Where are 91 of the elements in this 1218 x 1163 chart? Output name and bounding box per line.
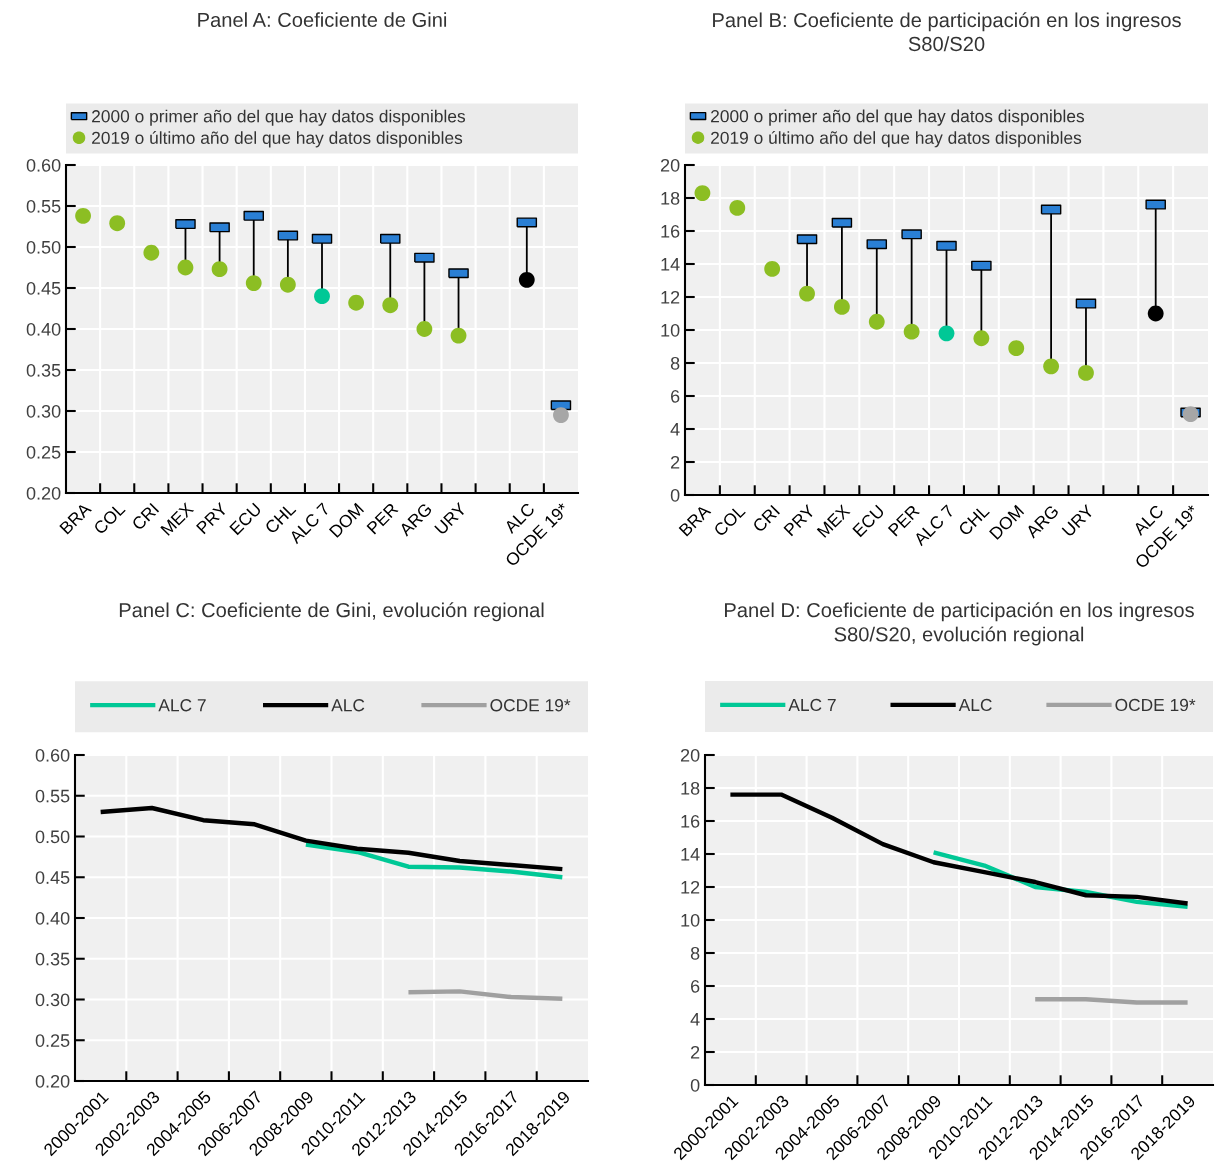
point xyxy=(177,259,194,276)
point xyxy=(868,313,885,330)
legend-label: 2019 o último año del que hay datos disponibles xyxy=(92,131,463,148)
point xyxy=(314,288,330,305)
point xyxy=(799,285,815,302)
y-tick-label: 20 xyxy=(680,748,700,762)
y-tick-label: 2 xyxy=(671,455,680,469)
y-tick-label: 16 xyxy=(661,224,680,238)
x-tick-label: CHL xyxy=(957,504,990,537)
legend-label: OCDE 19* xyxy=(490,699,571,712)
line-series xyxy=(98,805,565,872)
y-tick-label: 0 xyxy=(670,488,680,502)
legend-label: ALC 7 xyxy=(158,699,206,712)
point xyxy=(143,244,160,261)
point xyxy=(1147,305,1164,322)
y-tick-label: 6 xyxy=(671,389,680,403)
x-tick-label: COL xyxy=(92,502,126,535)
y-tick-label: 0.45 xyxy=(35,871,70,884)
y-tick-label: 16 xyxy=(681,814,700,828)
y-tick-label: 0.55 xyxy=(26,199,61,213)
y-tick-label: 0.20 xyxy=(26,486,61,500)
legend-label: 2000 o primer año del que hay datos disponibles xyxy=(92,109,466,126)
point xyxy=(1078,364,1094,381)
y-tick-label: 0.60 xyxy=(35,748,70,762)
legend-label: 2000 o primer año del que hay datos disponibles xyxy=(711,109,1085,126)
y-tick-label: 14 xyxy=(681,848,700,861)
point xyxy=(518,271,535,288)
legend-label: ALC 7 xyxy=(788,698,836,712)
y-tick-label: 10 xyxy=(661,323,680,337)
x-tick-label: CRI xyxy=(751,504,781,533)
point xyxy=(973,330,990,347)
chart-title: Panel D: Coeficiente de participación en los ingresos S80/S20, evolución regional xyxy=(725,602,1194,646)
point xyxy=(553,407,569,424)
point xyxy=(245,275,262,291)
y-tick-label: 6 xyxy=(691,979,700,993)
point xyxy=(416,321,433,337)
y-tick-label: 0 xyxy=(690,1078,700,1092)
point xyxy=(1182,406,1199,423)
point xyxy=(938,325,955,342)
point xyxy=(109,215,126,232)
x-tick-label: COL xyxy=(713,504,746,537)
point xyxy=(75,207,91,224)
legend-label: 2019 o último año del que hay datos disponibles xyxy=(711,130,1082,148)
point xyxy=(1043,358,1060,375)
point xyxy=(279,276,296,293)
y-tick-label: 4 xyxy=(690,1013,700,1026)
point xyxy=(833,298,850,315)
point xyxy=(694,185,711,201)
y-tick-label: 12 xyxy=(681,880,700,894)
y-tick-label: 20 xyxy=(660,158,680,172)
chart-title: Panel C: Coeficiente de Gini, evolución regional xyxy=(119,602,544,622)
y-tick-label: 14 xyxy=(661,258,680,271)
y-tick-label: 0.40 xyxy=(35,911,70,925)
chart-title: Panel B: Coeficiente de participación en los ingresos S80/S20 xyxy=(713,12,1181,52)
y-tick-label: 0.30 xyxy=(26,404,61,418)
y-tick-label: 10 xyxy=(681,913,700,927)
line-series xyxy=(728,792,1190,906)
y-tick-label: 8 xyxy=(690,946,700,960)
point xyxy=(211,261,228,278)
y-tick-label: 0.60 xyxy=(26,158,61,172)
point xyxy=(729,199,746,216)
y-tick-label: 18 xyxy=(661,191,680,205)
y-tick-label: 0.35 xyxy=(26,363,61,377)
point xyxy=(348,294,365,311)
legend-label: ALC xyxy=(958,698,992,712)
point xyxy=(382,297,399,314)
y-tick-label: 18 xyxy=(681,781,700,795)
y-tick-label: 0.40 xyxy=(26,322,61,336)
y-tick-label: 0.20 xyxy=(35,1074,70,1088)
y-tick-label: 12 xyxy=(661,290,680,304)
y-tick-label: 0.35 xyxy=(35,952,70,966)
y-tick-label: 0.25 xyxy=(26,445,61,459)
y-tick-label: 2 xyxy=(691,1045,700,1059)
y-tick-label: 0.55 xyxy=(35,789,70,803)
y-tick-label: 4 xyxy=(670,423,680,436)
point xyxy=(450,327,467,344)
legend-label: OCDE 19* xyxy=(1115,698,1196,712)
y-tick-label: 8 xyxy=(670,356,680,370)
y-tick-label: 0.25 xyxy=(35,1034,70,1047)
line-series xyxy=(303,842,565,880)
x-tick-label: CRI xyxy=(131,502,160,531)
point xyxy=(903,323,920,340)
y-tick-label: 0.50 xyxy=(26,240,61,254)
line-series xyxy=(406,989,565,1001)
point xyxy=(764,261,781,277)
y-tick-label: 0.45 xyxy=(26,281,61,295)
y-tick-label: 0.50 xyxy=(35,830,70,844)
legend-label: ALC xyxy=(331,699,365,712)
point xyxy=(1008,340,1025,357)
y-tick-label: 0.30 xyxy=(35,993,70,1007)
chart-title: Panel A: Coeficiente de Gini xyxy=(198,12,447,28)
